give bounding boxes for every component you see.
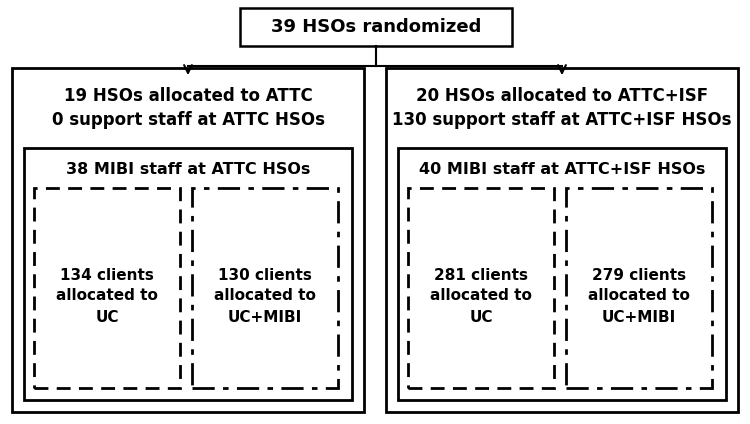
Text: 281 clients
allocated to
UC: 281 clients allocated to UC bbox=[430, 268, 532, 324]
Text: 39 HSOs randomized: 39 HSOs randomized bbox=[271, 18, 482, 36]
Text: 19 HSOs allocated to ATTC
0 support staff at ATTC HSOs: 19 HSOs allocated to ATTC 0 support staf… bbox=[52, 87, 325, 129]
Text: 38 MIBI staff at ATTC HSOs: 38 MIBI staff at ATTC HSOs bbox=[66, 162, 310, 178]
Text: 134 clients
allocated to
UC: 134 clients allocated to UC bbox=[56, 268, 158, 324]
Bar bbox=[566, 188, 712, 388]
Bar bbox=[386, 68, 738, 412]
Bar bbox=[12, 68, 364, 412]
Bar bbox=[240, 8, 512, 46]
Text: 40 MIBI staff at ATTC+ISF HSOs: 40 MIBI staff at ATTC+ISF HSOs bbox=[419, 162, 705, 178]
Bar bbox=[24, 148, 352, 400]
Bar bbox=[398, 148, 726, 400]
Bar bbox=[192, 188, 338, 388]
Text: 130 clients
allocated to
UC+MIBI: 130 clients allocated to UC+MIBI bbox=[214, 268, 316, 324]
Bar bbox=[408, 188, 554, 388]
Bar bbox=[34, 188, 180, 388]
Text: 279 clients
allocated to
UC+MIBI: 279 clients allocated to UC+MIBI bbox=[588, 268, 690, 324]
Text: 20 HSOs allocated to ATTC+ISF
130 support staff at ATTC+ISF HSOs: 20 HSOs allocated to ATTC+ISF 130 suppor… bbox=[392, 87, 732, 129]
